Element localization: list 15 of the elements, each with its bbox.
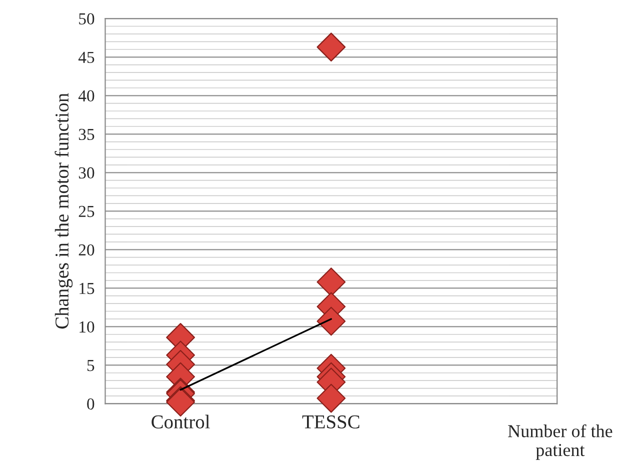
y-tick-label: 50 — [79, 13, 94, 25]
y-tick-label: 5 — [87, 360, 94, 372]
y-tick-label: 20 — [78, 244, 94, 256]
y-tick-label: 10 — [80, 321, 94, 333]
y-tick-label: 40 — [78, 90, 94, 102]
y-tick-label: 30 — [78, 167, 94, 179]
x-tick-label: Control — [152, 414, 210, 428]
y-tick-label: 45 — [78, 52, 94, 64]
y-tick-label: 35 — [78, 128, 94, 140]
x-axis-title: Number of the patient — [508, 424, 612, 460]
y-tick-label: 0 — [87, 398, 94, 410]
y-tick-label: 25 — [78, 206, 94, 218]
y-axis-title: Changes in the motor function — [54, 93, 73, 329]
y-tick-label: 15 — [80, 282, 94, 294]
x-tick-label: TESSC — [302, 415, 360, 428]
